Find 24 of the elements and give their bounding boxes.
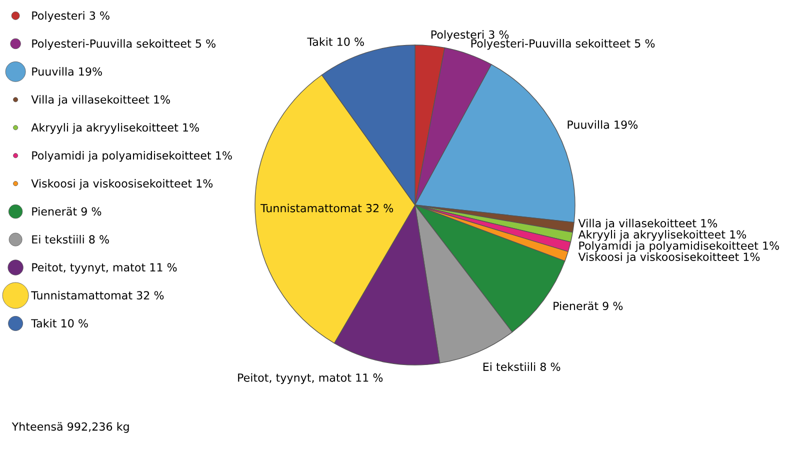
slice-label: Viskoosi ja viskoosisekoitteet 1% bbox=[578, 252, 760, 264]
slice-label: Polyamidi ja polyamidisekoitteet 1% bbox=[579, 241, 779, 252]
legend-label: Tunnistamattomat 32 % bbox=[31, 290, 164, 300]
slice-label: Ei tekstiili 8 % bbox=[483, 362, 560, 371]
legend-label: Takit 10 % bbox=[31, 318, 88, 328]
legend-label: Peitot, tyynyt, matot 11 % bbox=[32, 262, 177, 274]
slice-label: Peitot, tyynyt, matot 11 % bbox=[238, 373, 383, 384]
legend-label: Viskoosi ja viskoosisekoitteet 1% bbox=[31, 179, 213, 190]
legend-label: Puuvilla 19% bbox=[32, 67, 102, 76]
slice-label: Pienerät 9 % bbox=[554, 302, 623, 310]
slice-label: Polyesteri-Puuvilla sekoitteet 5 % bbox=[471, 39, 655, 50]
text: Yhteensä 992,236 kg bbox=[12, 422, 129, 433]
slice-label: Puuvilla 19% bbox=[568, 120, 638, 129]
slice-label: Tunnistamattomat 32 % bbox=[260, 204, 394, 212]
legend-label: Polyamidi ja polyamidisekoitteet 1% bbox=[32, 151, 232, 162]
legend-label: Akryyli ja akryylisekoitteet 1% bbox=[31, 123, 199, 134]
slice-label: Akryyli ja akryylisekoitteet 1% bbox=[578, 230, 746, 241]
slice-label: Villa ja villasekoitteet 1% bbox=[578, 218, 718, 230]
legend-label: Villa ja villasekoitteet 1% bbox=[31, 95, 170, 106]
legend-label: Ei tekstiili 8 % bbox=[32, 234, 109, 244]
legend-label: Polyesteri-Puuvilla sekoitteet 5 % bbox=[32, 39, 216, 50]
legend-label: Pienerät 9 % bbox=[32, 206, 102, 216]
legend-label: Polyesteri 3 % bbox=[32, 11, 110, 22]
slice-label: Takit 10 % bbox=[307, 37, 364, 46]
